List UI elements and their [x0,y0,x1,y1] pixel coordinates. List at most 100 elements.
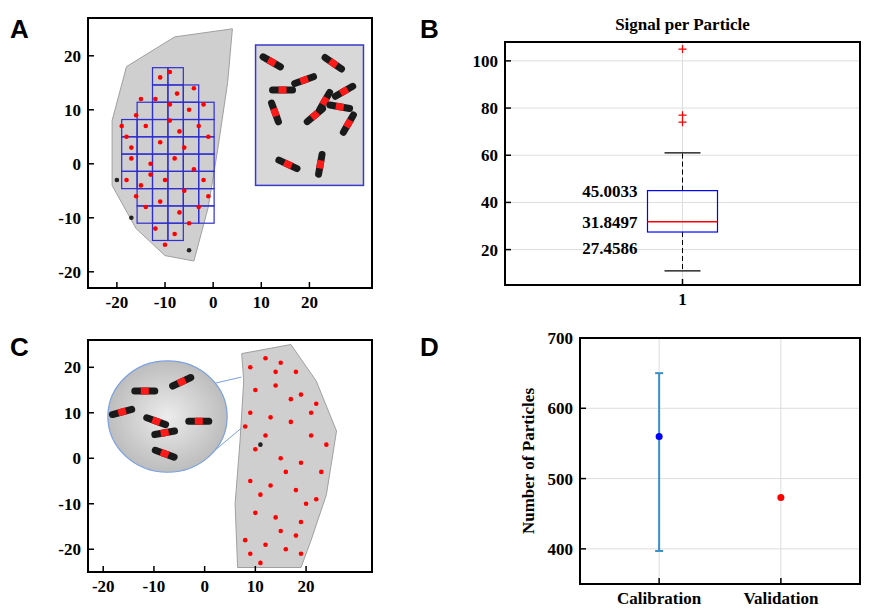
grid-line [580,408,860,409]
particle-point [168,118,173,123]
particle-icon [325,58,341,69]
particle-point [294,488,299,493]
sample-cell [168,206,183,223]
particle-point [192,167,197,172]
sample-cell [153,154,168,171]
particle-point [143,124,148,129]
plot-background [88,18,372,288]
sample-cell [168,154,183,171]
grid-line [682,42,683,285]
sample-cell [153,223,168,240]
particle-icon [173,378,191,386]
particle-core [300,79,308,82]
tick-label: 0 [73,449,82,468]
particle-point [248,365,253,370]
sample-cell [168,189,183,206]
sample-cell [168,223,183,240]
grid-line [780,338,781,584]
particle-icon [189,421,209,422]
mean-point [777,494,784,501]
tick-label: 80 [481,99,498,118]
particle-point [172,156,177,161]
particle-body [330,105,350,108]
particle-body [325,58,341,69]
tick-label: 700 [548,329,574,348]
particle-icon [155,450,174,457]
tick-label: -10 [143,577,166,596]
particle-body [135,388,155,395]
particle-core [320,160,321,168]
particle-icon [319,154,322,174]
particle-icon [343,115,353,132]
particle-core [161,432,169,433]
particle-point [187,221,192,226]
sample-cell [153,102,168,119]
particle-point [263,433,268,438]
sample-cell [153,120,168,137]
chart-title: Signal per Particle [615,15,750,34]
error-bar [658,373,660,551]
sample-cell [183,137,198,154]
particle-point [309,410,314,415]
particle-point [177,210,182,215]
particle-core [312,113,318,118]
box [648,191,718,232]
particle-point [187,248,192,253]
plot-area [112,29,232,261]
particle-point [278,360,283,365]
particle-point [196,205,201,210]
particle-body [155,450,174,457]
median-line [648,221,718,223]
data-label: 27.4586 [582,239,637,258]
sample-cell [153,68,168,85]
particle-icon [147,418,166,425]
whisker [682,232,683,271]
zoom-inset [256,45,364,185]
zoom-inset [108,361,227,472]
particle-point [263,356,268,361]
sample-cell [137,154,152,171]
tick-label: 0 [209,293,218,312]
sample-cell [168,85,183,102]
particle-point [168,102,173,107]
sample-cell [183,120,198,137]
particle-point [148,172,153,177]
particle-core [284,163,291,166]
particle-point [119,124,124,129]
tick-label: -20 [92,577,115,596]
sample-cell [122,171,137,188]
particle-point [314,401,319,406]
grid-line [580,478,860,479]
particle-point [158,75,163,80]
particle-point [129,145,134,150]
particle-core [161,452,169,455]
sample-cell [168,137,183,154]
sample-cell [199,102,214,119]
sample-cell [153,137,168,154]
tick-label: Validation [743,589,819,608]
particle-icon [135,391,155,392]
tick-label: 20 [298,577,315,596]
particle-point [283,547,288,552]
particle-point [258,492,263,497]
sample-cell [183,171,198,188]
particle-point [314,497,319,502]
sample-cell [199,137,214,154]
particle-point [243,538,248,543]
particle-point [129,156,134,161]
sample-cell [168,102,183,119]
grid-line [580,548,860,549]
particle-point [115,178,120,183]
tick-label: 10 [247,577,264,596]
particle-point [139,97,144,102]
sample-cell [153,189,168,206]
whisker [682,153,683,191]
particle-point [268,415,273,420]
sample-cell [137,120,152,137]
particle-point [158,140,163,145]
particle-point [248,552,253,557]
particle-point [201,102,206,107]
plot-area [235,345,336,568]
particle-icon [335,86,352,96]
particle-point [278,529,283,534]
